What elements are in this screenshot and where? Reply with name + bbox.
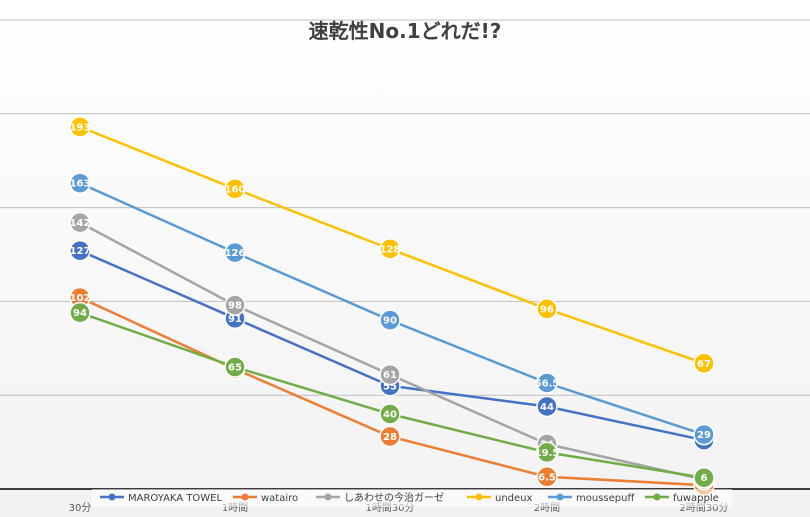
legend-swatch-marker bbox=[556, 493, 564, 501]
data-label: 160 bbox=[225, 184, 246, 195]
data-point bbox=[69, 116, 91, 138]
data-label: 6 bbox=[701, 473, 708, 484]
data-label: 40 bbox=[383, 409, 397, 420]
data-point bbox=[224, 241, 246, 264]
data-point bbox=[379, 425, 401, 448]
data-point bbox=[536, 466, 558, 488]
data-label: 19.5 bbox=[535, 448, 560, 459]
data-point bbox=[69, 301, 91, 324]
data-label: 90 bbox=[383, 316, 397, 327]
data-point bbox=[693, 466, 715, 489]
series-group: 163 126 90 56.5 29 bbox=[69, 172, 715, 446]
data-label: 193 bbox=[70, 122, 91, 133]
data-label: 61 bbox=[383, 370, 397, 381]
series-group: 193 160 128 96 67 bbox=[69, 116, 715, 375]
data-label: 65 bbox=[228, 363, 242, 374]
data-label: 142 bbox=[70, 218, 91, 229]
data-point bbox=[536, 372, 558, 394]
legend: MAROYAKA TOWEL watairo しあわせの今治ガーゼ undeux mou… bbox=[92, 489, 732, 507]
data-label: 163 bbox=[70, 179, 91, 190]
data-label: 102 bbox=[70, 293, 91, 304]
data-label: 29 bbox=[697, 430, 711, 441]
series-layer: 1279155442610264286.52142986124519316012… bbox=[69, 116, 715, 496]
data-label: 44 bbox=[540, 402, 554, 413]
data-label: 94 bbox=[73, 308, 87, 319]
data-label: 56.5 bbox=[535, 379, 560, 390]
legend-label: undeux bbox=[495, 493, 533, 504]
chart-title: 速乾性No.1どれだ!? bbox=[309, 19, 502, 43]
data-point bbox=[536, 395, 558, 418]
data-point bbox=[69, 211, 91, 234]
data-point bbox=[224, 294, 246, 316]
data-point bbox=[379, 238, 401, 260]
data-label: 128 bbox=[380, 244, 401, 255]
legend-background bbox=[92, 489, 732, 507]
data-point bbox=[379, 403, 401, 425]
data-label: 91 bbox=[228, 314, 242, 325]
data-point bbox=[69, 239, 91, 262]
data-point bbox=[693, 352, 715, 375]
legend-label: fuwapple bbox=[673, 493, 719, 504]
series-group: 94 65 40 19.5 6 bbox=[69, 301, 715, 489]
legend-label: moussepuff bbox=[576, 493, 635, 504]
data-label: 55 bbox=[383, 381, 397, 392]
data-point bbox=[536, 298, 558, 320]
legend-swatch-marker bbox=[324, 493, 332, 501]
legend-swatch-marker bbox=[108, 493, 116, 501]
legend-swatch-marker bbox=[241, 493, 249, 501]
data-label: 98 bbox=[228, 301, 242, 312]
data-point bbox=[224, 356, 246, 378]
legend-label: MAROYAKA TOWEL bbox=[128, 493, 223, 504]
data-label: 28 bbox=[383, 432, 397, 443]
data-label: 67 bbox=[697, 359, 711, 370]
data-label: 96 bbox=[540, 304, 554, 315]
legend-label: watairo bbox=[261, 493, 298, 504]
data-point bbox=[693, 423, 715, 446]
data-label: 126 bbox=[225, 248, 246, 259]
legend-swatch-marker bbox=[475, 493, 483, 501]
x-tick-label: 30分 bbox=[69, 502, 92, 514]
data-point bbox=[224, 178, 246, 200]
data-label: 6.5 bbox=[538, 472, 556, 483]
legend-swatch-marker bbox=[653, 493, 661, 501]
legend-label: しあわせの今治ガーゼ bbox=[344, 491, 444, 504]
data-point bbox=[69, 172, 91, 194]
data-point bbox=[379, 309, 401, 331]
data-label: 127 bbox=[70, 246, 91, 257]
data-point bbox=[379, 363, 401, 386]
data-point bbox=[536, 441, 558, 464]
